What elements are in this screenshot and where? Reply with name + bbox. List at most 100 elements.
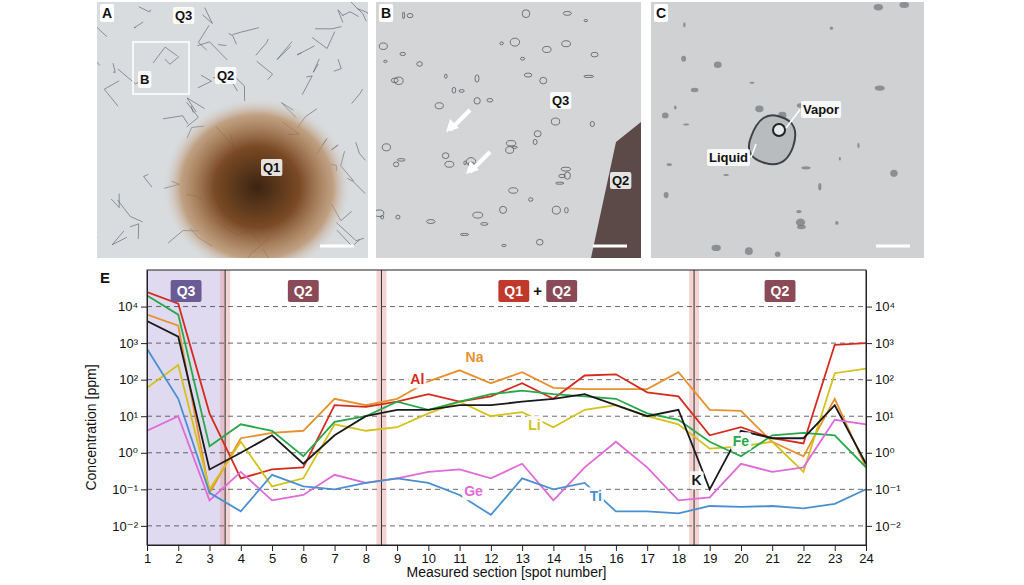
- series-label-group: Na: [464, 348, 486, 366]
- tick: 23: [828, 545, 842, 566]
- panel-art: [97, 2, 368, 258]
- image-panel: BQ3Q2: [375, 2, 641, 258]
- inclusion: [681, 56, 686, 62]
- series-label-group: Ge: [462, 482, 485, 500]
- inclusion: [775, 251, 781, 256]
- tick: 10⁴: [118, 299, 147, 314]
- crack: [97, 226, 98, 238]
- region-boundary: [381, 270, 382, 545]
- tick-mark: [272, 545, 273, 551]
- series-label-group: Fe: [731, 432, 752, 450]
- tick-mark: [141, 307, 147, 308]
- inclusion: [396, 215, 400, 219]
- tick: 10²: [119, 372, 147, 387]
- tick-label: 3: [206, 551, 213, 566]
- inclusion: [510, 38, 519, 46]
- series-label-patch: [464, 348, 486, 366]
- tick-label: 6: [300, 551, 307, 566]
- tick-mark: [178, 545, 179, 551]
- region-band: [147, 270, 225, 545]
- panel-letter: A: [102, 5, 112, 21]
- axis-line: [147, 271, 148, 546]
- panel-letter-group: A: [100, 4, 114, 22]
- inclusion: [459, 90, 464, 93]
- panel-art: [376, 2, 641, 258]
- inclusion: [417, 62, 423, 67]
- panel-letter: C: [656, 5, 666, 21]
- photo-label-group: Liquid: [707, 149, 750, 166]
- inclusion: [500, 42, 504, 45]
- photo-label: Vapor: [803, 102, 839, 117]
- grid-line: [147, 306, 866, 307]
- grid-line: [147, 416, 866, 417]
- tick-mark: [772, 545, 773, 551]
- inclusion: [534, 131, 541, 137]
- inclusion: [749, 82, 754, 84]
- y-axis-title: Concentration [ppm]: [83, 364, 99, 490]
- tick-label: 7: [331, 551, 338, 566]
- tick-label: 23: [828, 551, 842, 566]
- photo-label-patch: [550, 92, 571, 109]
- inclusion: [818, 183, 821, 190]
- tick-mark: [397, 545, 398, 551]
- grid-line: [147, 525, 866, 526]
- tick-label: 21: [765, 551, 779, 566]
- inclusion: [509, 188, 518, 193]
- tick-mark: [866, 380, 872, 381]
- x-axis-title: Measured section [spot number]: [407, 564, 607, 580]
- tick-mark: [141, 453, 147, 454]
- photo-label: Q3: [175, 8, 192, 23]
- region-label-text: Q1: [504, 283, 523, 299]
- crack: [256, 39, 269, 55]
- series-label: Ge: [464, 483, 483, 499]
- inclusion: [487, 99, 493, 102]
- tick-mark: [866, 489, 872, 490]
- image-panel: C Vapor Liquid: [651, 2, 924, 258]
- inclusion: [755, 105, 763, 112]
- tick-mark: [141, 526, 147, 527]
- q1-crystal: [162, 97, 352, 258]
- panel-letter-group: E: [98, 268, 112, 287]
- crack: [257, 61, 273, 79]
- tick-label: 10⁻²: [875, 519, 901, 534]
- series-label-patch: [408, 370, 426, 388]
- inclusion: [506, 141, 516, 146]
- arrow-head: [466, 161, 479, 174]
- region-label-text: Q2: [771, 283, 790, 299]
- region-boundary: [225, 270, 226, 545]
- inset-box: [133, 42, 189, 94]
- tick: 9: [394, 545, 401, 566]
- series-line: [147, 292, 866, 478]
- crack: [97, 38, 100, 66]
- inclusion: [481, 223, 488, 226]
- series-label: Li: [528, 417, 540, 433]
- region-label-box: [765, 280, 796, 302]
- tick: 21: [765, 545, 779, 566]
- photo-label-patch: [261, 159, 282, 176]
- tick-mark: [491, 545, 492, 551]
- tick-mark: [147, 545, 148, 551]
- crack: [348, 2, 366, 21]
- region-label-text: Q2: [552, 283, 571, 299]
- region-boundary: [694, 270, 695, 545]
- tick-label: 10¹: [119, 409, 138, 424]
- inclusion: [512, 146, 518, 148]
- inclusion: [584, 75, 594, 77]
- tick: 8: [363, 545, 370, 566]
- photo-label-group: Vapor: [801, 101, 841, 118]
- panel-letter-patch: [654, 4, 668, 22]
- crack: [203, 8, 213, 24]
- inclusion: [445, 74, 448, 78]
- inclusion: [391, 78, 398, 83]
- tick: 24: [859, 545, 873, 566]
- region-joiner: +: [533, 282, 542, 299]
- series-line: [147, 349, 866, 515]
- photo-label: Q2: [217, 68, 234, 83]
- photo-label-patch: [801, 101, 841, 118]
- region-label: Q2: [288, 280, 319, 302]
- photo-label-group: Q2: [215, 67, 236, 84]
- crack: [338, 10, 343, 23]
- scale-bar: [876, 245, 910, 248]
- crack: [130, 224, 139, 239]
- crack: [198, 25, 209, 50]
